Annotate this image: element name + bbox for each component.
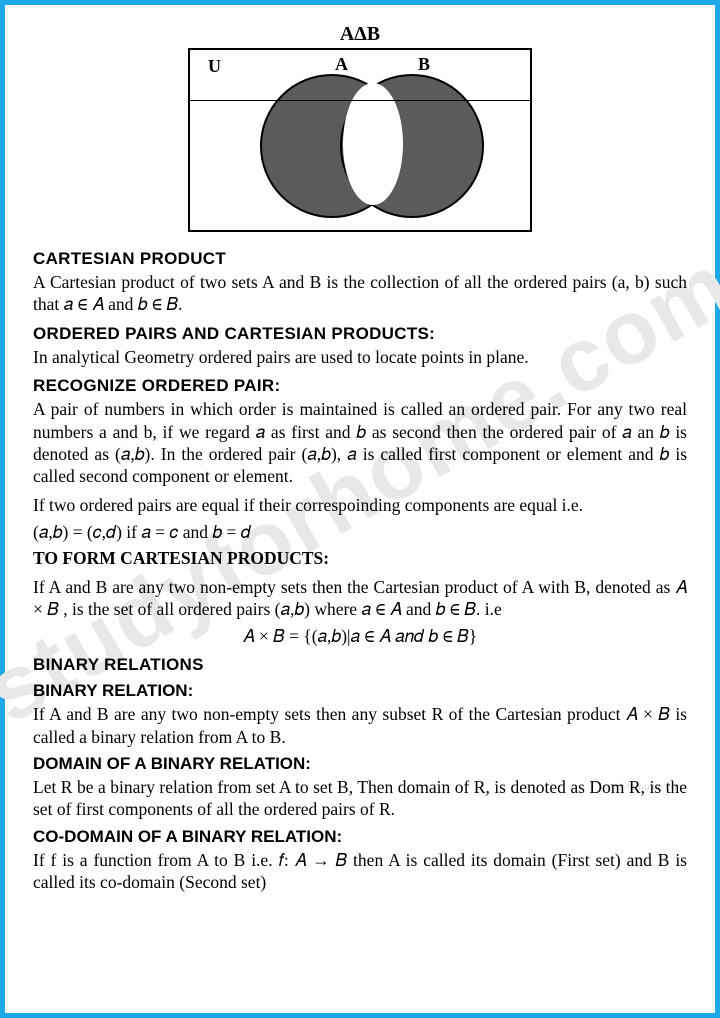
heading-binary-relation: BINARY RELATION: (33, 681, 687, 701)
heading-form-cartesian: TO FORM CARTESIAN PRODUCTS: (33, 547, 687, 569)
body-cartesian-product: A Cartesian product of two sets A and B … (33, 271, 687, 316)
venn-box: U A B (188, 48, 532, 232)
intersection-region (343, 83, 403, 205)
body-binary-relation: If A and B are any two non-empty sets th… (33, 703, 687, 748)
heading-ordered-pairs: ORDERED PAIRS AND CARTESIAN PRODUCTS: (33, 324, 687, 344)
body-recognize-2: If two ordered pairs are equal if their … (33, 494, 687, 516)
document-page: studyforhome.com studyforhome.com AΔB U … (0, 0, 720, 1018)
formula-equal-pairs: (𝑎,𝑏) = (𝑐,𝑑) if 𝑎 = 𝑐 and 𝑏 = 𝑑 (33, 522, 687, 543)
heading-domain: DOMAIN OF A BINARY RELATION: (33, 754, 687, 774)
body-domain: Let R be a binary relation from set A to… (33, 776, 687, 821)
heading-binary-relations: BINARY RELATIONS (33, 655, 687, 675)
venn-title: AΔB (33, 23, 687, 46)
heading-recognize: RECOGNIZE ORDERED PAIR: (33, 376, 687, 396)
venn-diagram: AΔB U A B (33, 23, 687, 237)
b-label: B (418, 54, 430, 75)
a-label: A (335, 54, 348, 75)
body-form-cartesian: If A and B are any two non-empty sets th… (33, 576, 687, 621)
heading-codomain: CO-DOMAIN OF A BINARY RELATION: (33, 827, 687, 847)
body-codomain: If f is a function from A to B i.e. 𝑓: 𝐴… (33, 849, 687, 894)
body-ordered-pairs: In analytical Geometry ordered pairs are… (33, 346, 687, 368)
formula-cartesian-product: 𝐴 × 𝐵 = {(𝑎,𝑏)|𝑎 ∈ 𝐴 𝑎𝑛𝑑 𝑏 ∈ 𝐵} (33, 626, 687, 647)
content-wrapper: AΔB U A B CARTESIAN PRODUCT A Cartesian … (33, 23, 687, 894)
venn-horizontal-line (190, 100, 530, 101)
body-recognize-1: A pair of numbers in which order is main… (33, 398, 687, 488)
heading-cartesian-product: CARTESIAN PRODUCT (33, 249, 687, 269)
u-label: U (208, 56, 221, 77)
